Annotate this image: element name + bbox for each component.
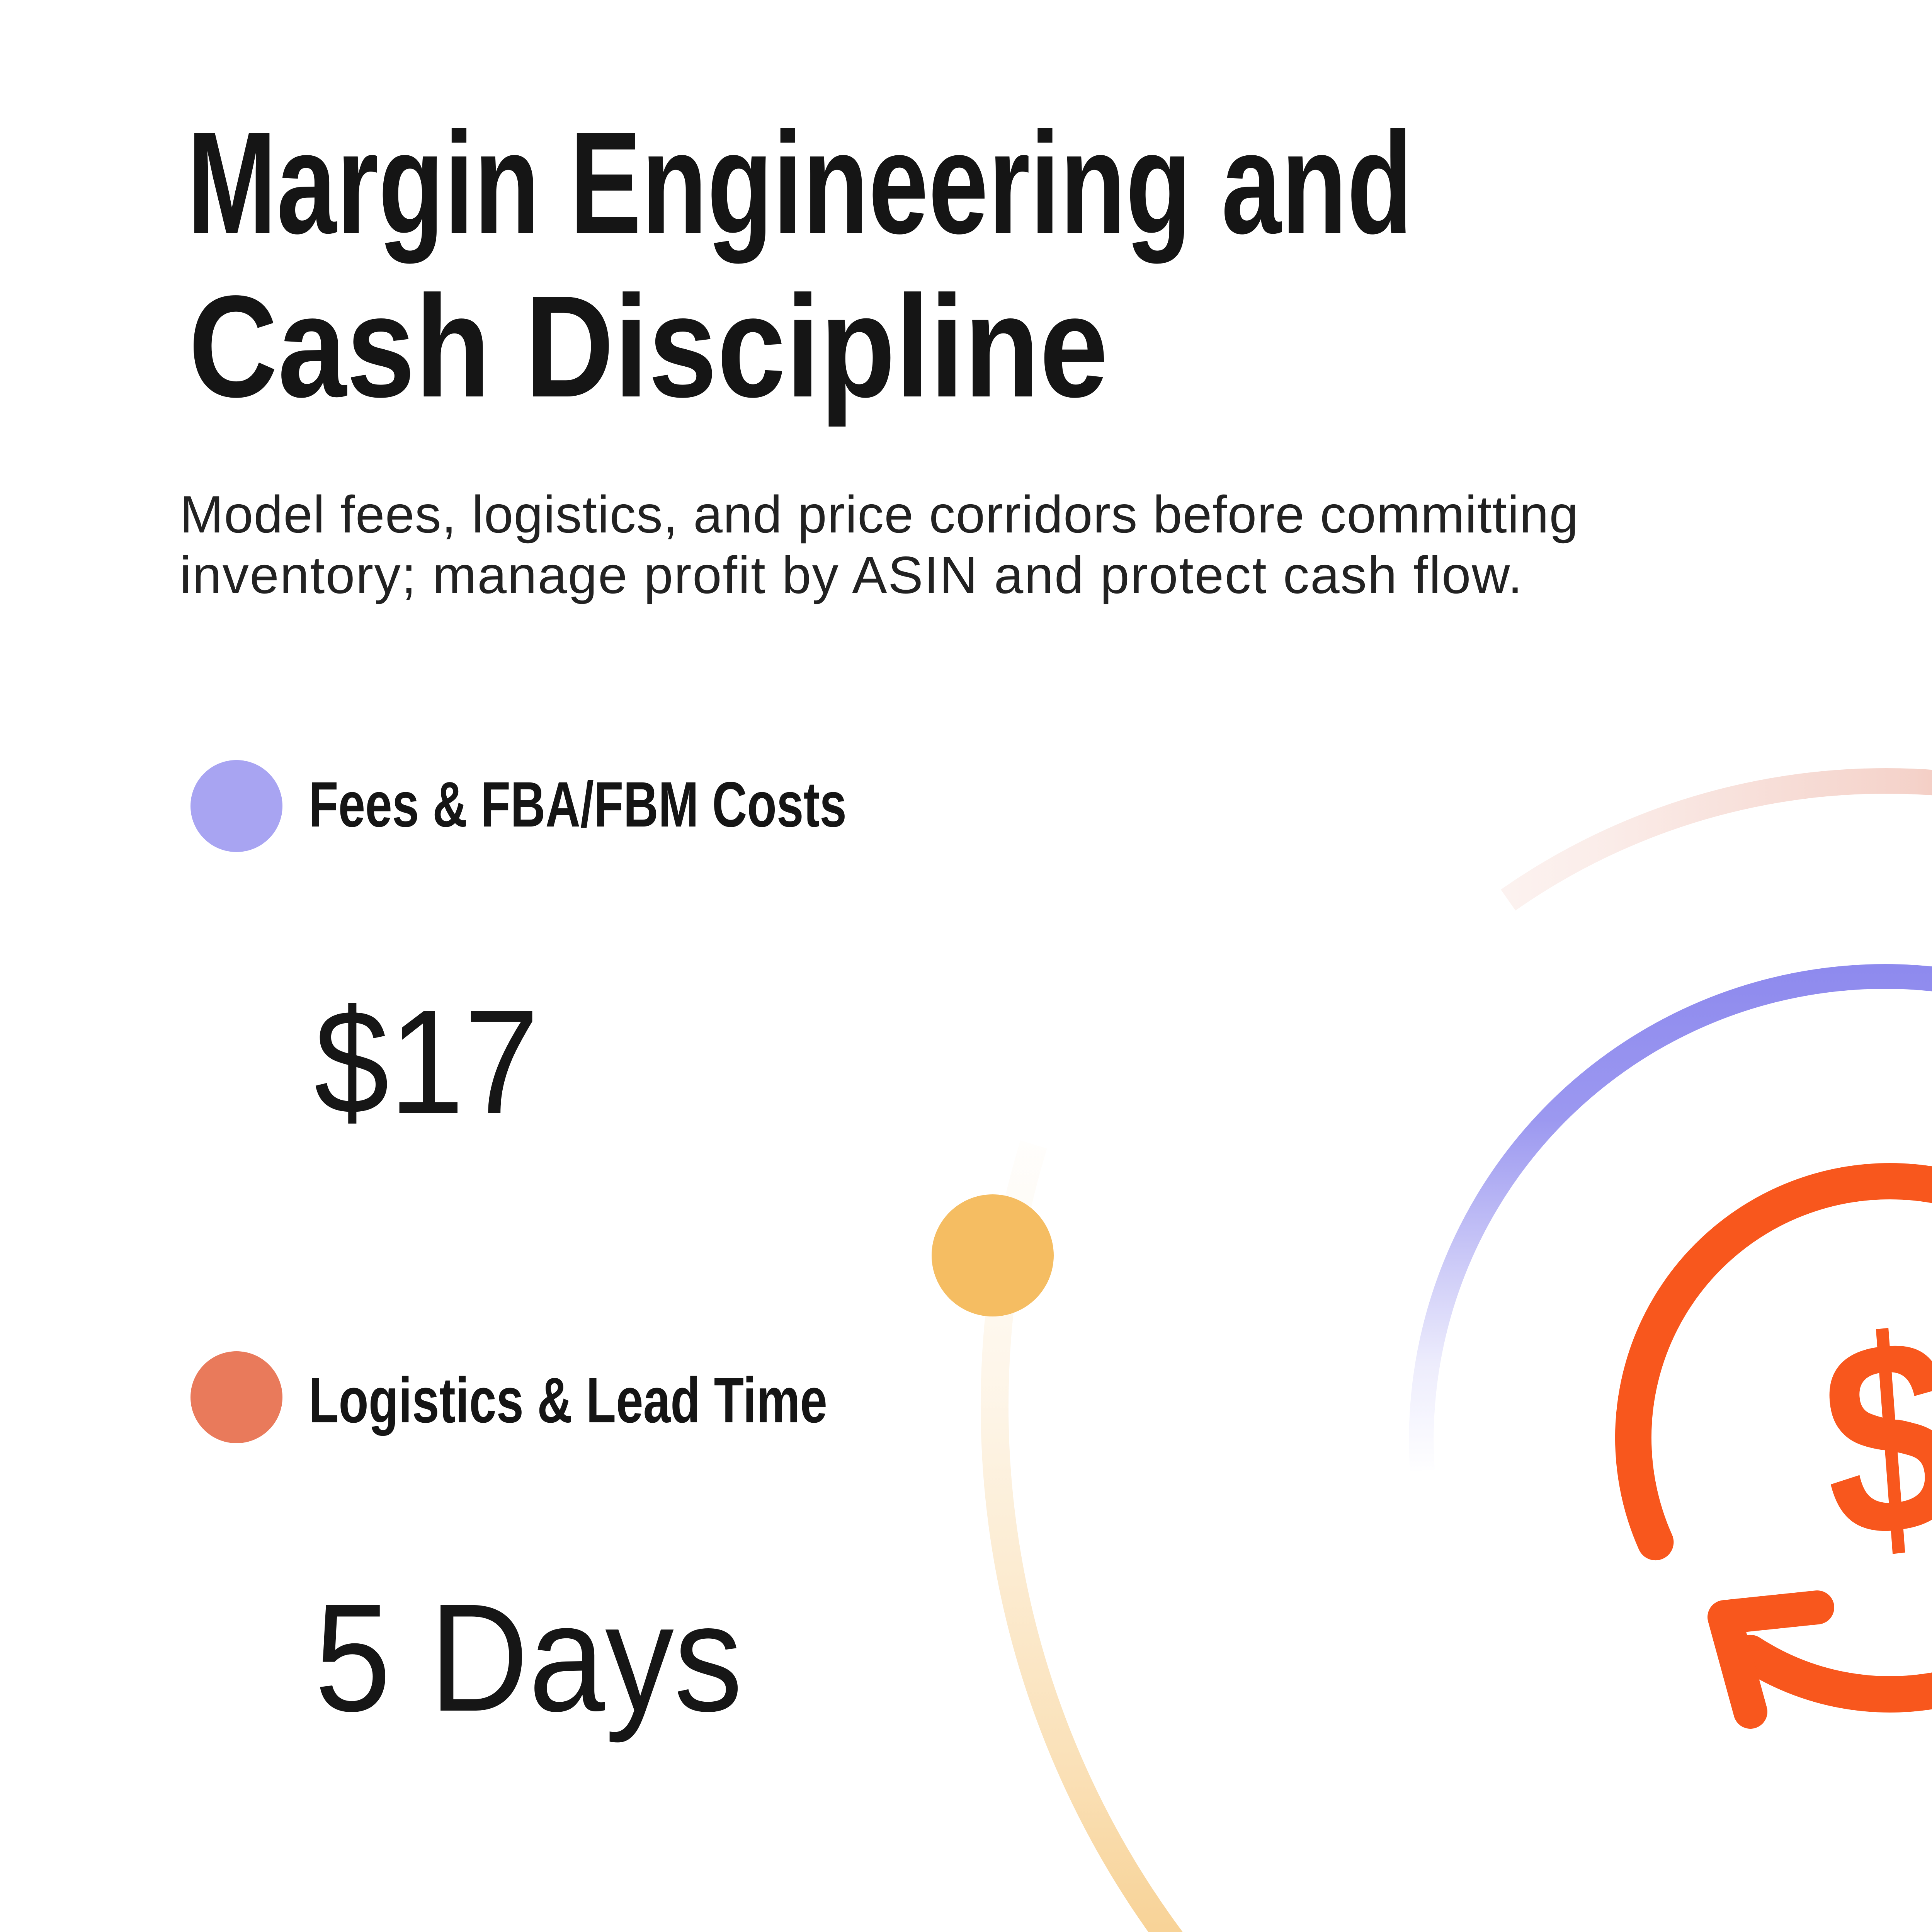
svg-text:Margin Engineering and: Margin Engineering and: [187, 102, 1413, 265]
svg-text:Model fees, logistics, and pri: Model fees, logistics, and price corrido…: [180, 485, 1578, 544]
svg-text:Logistics & Lead Time: Logistics & Lead Time: [309, 1365, 827, 1436]
svg-text:$17: $17: [314, 978, 539, 1145]
svg-text:5 Days: 5 Days: [315, 1572, 743, 1744]
svg-text:inventory; manage profit by AS: inventory; manage profit by ASIN and pro…: [180, 546, 1522, 604]
svg-text:Cash Discipline: Cash Discipline: [189, 266, 1108, 428]
svg-text:$: $: [1813, 1277, 1932, 1598]
svg-text:Fees & FBA/FBM Costs: Fees & FBA/FBM Costs: [309, 769, 847, 840]
